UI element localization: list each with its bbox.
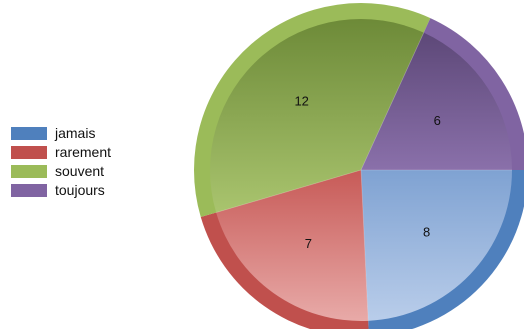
legend-item-toujours: toujours bbox=[11, 181, 111, 200]
legend-label-souvent: souvent bbox=[55, 163, 105, 179]
slice-separator bbox=[216, 169, 362, 213]
pie-slice-jamais bbox=[361, 170, 512, 321]
legend-label-toujours: toujours bbox=[55, 182, 105, 198]
slice-value-label-jamais: 8 bbox=[423, 225, 430, 240]
slice-label-group: 8 7 12 6 bbox=[294, 94, 440, 251]
legend-label-jamais: jamais bbox=[55, 125, 96, 141]
legend-swatch-toujours bbox=[11, 184, 47, 197]
legend-item-rarement: rarement bbox=[11, 143, 111, 162]
slice-value-label-souvent: 12 bbox=[294, 94, 308, 109]
slice-value-label-rarement: 7 bbox=[305, 236, 312, 251]
pie-slice-rarement bbox=[216, 170, 369, 322]
pie-slice-souvent bbox=[210, 19, 424, 213]
legend-swatch-jamais bbox=[11, 127, 47, 140]
legend-swatch-souvent bbox=[11, 165, 47, 178]
legend-label-rarement: rarement bbox=[55, 144, 112, 160]
legend-item-jamais: jamais bbox=[11, 124, 111, 143]
legend-item-souvent: souvent bbox=[11, 162, 111, 181]
pie-slice-toujours bbox=[361, 32, 512, 171]
legend-swatch-rarement bbox=[11, 146, 47, 159]
pie-face-group bbox=[210, 19, 512, 322]
slice-value-label-toujours: 6 bbox=[434, 113, 441, 128]
slice-separator bbox=[360, 169, 369, 321]
slice-separator bbox=[360, 32, 425, 171]
legend: jamais rarement souvent toujours bbox=[11, 124, 111, 200]
